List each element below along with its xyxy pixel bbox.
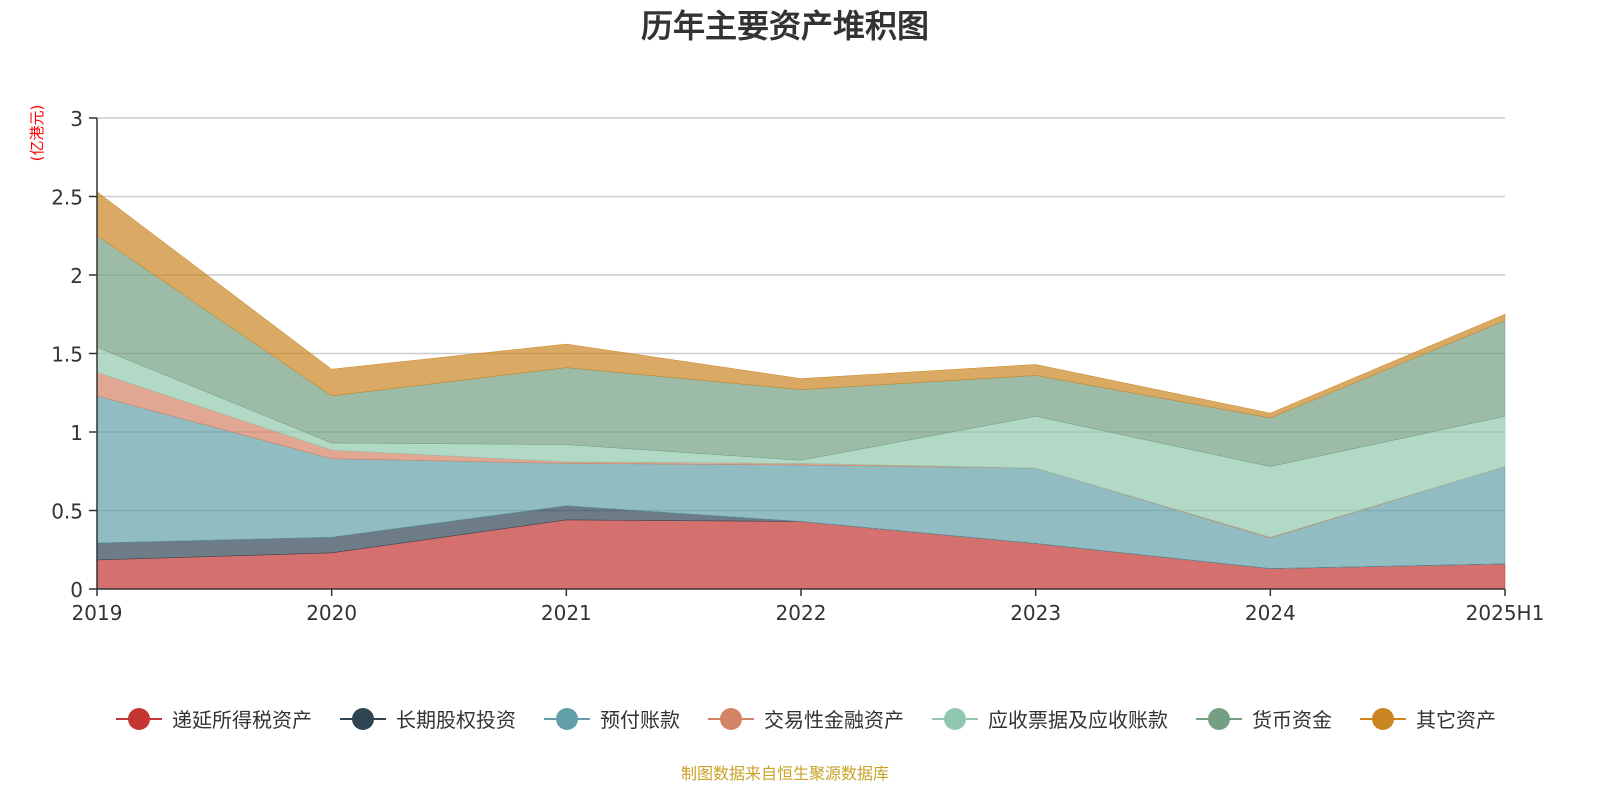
legend-item-4[interactable]: 应收票据及应收账款 — [932, 708, 1168, 732]
legend-label: 预付账款 — [600, 708, 680, 732]
x-tick-label: 2025H1 — [1466, 601, 1545, 625]
y-tick-label: 2 — [70, 264, 83, 288]
legend-label: 交易性金融资产 — [764, 708, 904, 732]
legend-item-6[interactable]: 其它资产 — [1360, 708, 1496, 732]
legend-marker — [1372, 708, 1394, 730]
x-tick-label: 2022 — [776, 601, 827, 625]
legend-marker — [128, 708, 150, 730]
source-note: 制图数据来自恒生聚源数据库 — [681, 764, 889, 783]
legend-label: 货币资金 — [1252, 708, 1332, 732]
legend-marker — [352, 708, 374, 730]
x-tick-label: 2020 — [306, 601, 357, 625]
legend-label: 应收票据及应收账款 — [988, 708, 1168, 732]
y-tick-label: 3 — [70, 107, 83, 131]
y-tick-label: 1 — [70, 421, 83, 445]
x-tick-label: 2023 — [1010, 601, 1061, 625]
y-tick-label: 0 — [70, 578, 83, 602]
legend-marker — [1208, 708, 1230, 730]
legend-marker — [720, 708, 742, 730]
chart-title: 历年主要资产堆积图 — [641, 7, 929, 45]
legend-label: 长期股权投资 — [396, 708, 516, 732]
legend-label: 其它资产 — [1416, 708, 1496, 732]
legend-item-0[interactable]: 递延所得税资产 — [116, 708, 312, 732]
legend-item-3[interactable]: 交易性金融资产 — [708, 708, 904, 732]
y-axis-unit: (亿港元) — [28, 105, 46, 162]
area-series-5[interactable] — [96, 235, 1506, 467]
legend-marker — [944, 708, 966, 730]
x-tick-label: 2021 — [541, 601, 592, 625]
area-series-6[interactable] — [96, 191, 1506, 419]
legend-item-1[interactable]: 长期股权投资 — [340, 708, 516, 732]
y-tick-label: 1.5 — [51, 343, 83, 367]
y-tick-label: 0.5 — [51, 500, 83, 524]
legend-marker — [556, 708, 578, 730]
x-tick-label: 2019 — [72, 601, 123, 625]
x-tick-label: 2024 — [1245, 601, 1296, 625]
legend-item-5[interactable]: 货币资金 — [1196, 708, 1332, 732]
y-tick-label: 2.5 — [51, 186, 83, 210]
legend-item-2[interactable]: 预付账款 — [544, 708, 680, 732]
legend-label: 递延所得税资产 — [172, 708, 312, 732]
